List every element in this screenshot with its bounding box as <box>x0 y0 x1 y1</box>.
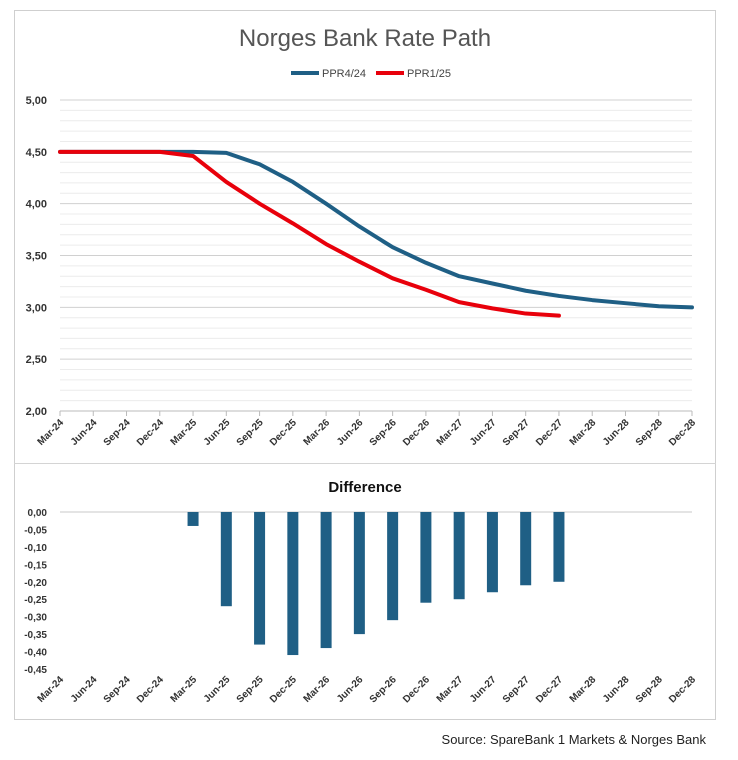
difference-bar <box>486 512 498 593</box>
x-tick-label: Mar-26 <box>302 417 333 448</box>
difference-title: Difference <box>328 479 401 496</box>
x-tick-label: Jun-24 <box>69 417 100 448</box>
y-tick-label: -0,20 <box>24 578 47 589</box>
chart-frame <box>14 10 716 720</box>
difference-bar <box>287 512 299 656</box>
x-tick-label: Sep-28 <box>634 674 665 705</box>
x-tick-label: Jun-26 <box>335 674 366 705</box>
y-tick-label: -0,30 <box>24 613 47 624</box>
y-tick-label: -0,25 <box>24 595 47 606</box>
y-tick-label: 2,50 <box>26 354 47 366</box>
y-tick-label: 5,00 <box>26 95 47 107</box>
x-tick-label: Mar-27 <box>435 674 466 705</box>
x-tick-label: Dec-24 <box>135 417 166 448</box>
x-tick-label: Mar-24 <box>36 417 67 448</box>
y-tick-label: -0,40 <box>24 648 47 659</box>
difference-bar <box>353 512 365 635</box>
x-tick-label: Mar-28 <box>568 674 599 705</box>
x-tick-label: Jun-24 <box>69 674 100 705</box>
y-tick-label: 3,00 <box>26 302 47 314</box>
series-line-ppr424 <box>58 149 694 310</box>
y-tick-label: -0,35 <box>24 630 47 641</box>
y-tick-label: 0,00 <box>28 508 48 519</box>
difference-bar <box>254 512 266 645</box>
x-tick-label: Dec-28 <box>667 417 698 448</box>
difference-bar <box>553 512 565 582</box>
chart-title: Norges Bank Rate Path <box>239 25 491 52</box>
x-tick-label: Jun-28 <box>601 417 632 448</box>
difference-bar <box>420 512 432 603</box>
difference-bar <box>387 512 399 621</box>
x-tick-label: Mar-25 <box>169 417 200 448</box>
difference-plot: 0,00 -0,05 -0,10 -0,15 -0,20 -0,25 -0,30 -0,35 -… <box>24 508 698 705</box>
x-tick-label: Sep-26 <box>368 674 399 705</box>
difference-bar <box>220 512 232 607</box>
legend: PPR4/24 PPR1/25 <box>291 68 451 80</box>
y-tick-label: -0,10 <box>24 543 47 554</box>
x-tick-label: Jun-27 <box>468 674 499 705</box>
legend-label-ppr424: PPR4/24 <box>322 68 366 80</box>
x-tick-label: Dec-25 <box>268 674 299 705</box>
x-tick-label: Jun-28 <box>601 674 632 705</box>
x-tick-label: Dec-28 <box>667 674 698 705</box>
y-tick-label: 3,50 <box>26 251 47 263</box>
x-tick-label: Sep-25 <box>235 674 266 705</box>
difference-bar <box>520 512 532 586</box>
x-tick-label: Mar-28 <box>568 417 599 448</box>
x-tick-label: Jun-25 <box>202 674 233 705</box>
x-tick-label: Dec-26 <box>401 674 432 705</box>
x-tick-label: Dec-24 <box>135 674 166 705</box>
difference-bar <box>453 512 465 600</box>
y-tick-label: 4,00 <box>26 199 47 211</box>
x-tick-label: Dec-26 <box>401 417 432 448</box>
y-tick-label: -0,15 <box>24 560 47 571</box>
x-tick-label: Sep-24 <box>102 417 133 448</box>
x-tick-label: Mar-26 <box>302 674 333 705</box>
x-tick-label: Dec-25 <box>268 417 299 448</box>
y-tick-label: 4,50 <box>26 147 47 159</box>
difference-bar <box>187 512 199 526</box>
series-line-ppr125 <box>58 149 561 318</box>
y-tick-label: -0,45 <box>24 665 47 676</box>
panel-divider <box>14 463 716 464</box>
x-tick-label: Sep-24 <box>102 674 133 705</box>
x-tick-label: Sep-27 <box>501 674 532 705</box>
x-tick-label: Jun-25 <box>202 417 233 448</box>
x-tick-label: Jun-26 <box>335 417 366 448</box>
x-tick-label: Sep-28 <box>634 417 665 448</box>
x-tick-label: Jun-27 <box>468 417 499 448</box>
difference-bar <box>320 512 332 649</box>
x-tick-label: Sep-27 <box>501 417 532 448</box>
x-tick-label: Mar-27 <box>435 417 466 448</box>
source-note: Source: SpareBank 1 Markets & Norges Ban… <box>441 732 706 747</box>
y-tick-label: -0,05 <box>24 525 47 536</box>
legend-label-ppr125: PPR1/25 <box>407 68 451 80</box>
x-tick-label: Dec-27 <box>534 417 565 448</box>
rate-path-plot: 2,00 2,50 3,00 3,50 4,00 4,50 5,00 Mar-24 Jun-24… <box>26 95 699 448</box>
x-tick-label: Dec-27 <box>534 674 565 705</box>
y-tick-label: 2,00 <box>26 406 47 418</box>
x-tick-label: Mar-24 <box>36 674 67 705</box>
x-tick-label: Sep-25 <box>235 417 266 448</box>
x-tick-label: Mar-25 <box>169 674 200 705</box>
x-tick-label: Sep-26 <box>368 417 399 448</box>
